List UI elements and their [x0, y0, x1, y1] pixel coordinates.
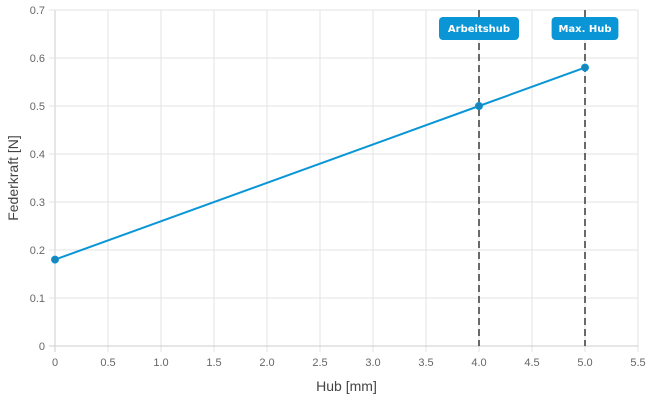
x-tick-label: 5.5: [630, 357, 645, 369]
x-tick-label: 4.0: [471, 357, 486, 369]
y-tick-label: 0.6: [30, 53, 45, 65]
y-axis-label: Federkraft [N]: [5, 135, 21, 221]
x-tick-label: 3.5: [418, 357, 433, 369]
x-tick-label: 4.5: [524, 357, 539, 369]
y-tick-label: 0.4: [30, 149, 45, 161]
annotation-label: Arbeitshub: [448, 24, 510, 35]
x-tick-label: 1.5: [206, 357, 221, 369]
y-tick-label: 0.2: [30, 245, 45, 257]
data-point: [581, 63, 589, 72]
x-axis-label: Hub [mm]: [316, 378, 377, 394]
y-tick-label: 0.7: [30, 5, 45, 17]
x-tick-label: 2.0: [259, 357, 274, 369]
x-tick-label: 2.5: [312, 357, 327, 369]
y-tick-label: 0: [39, 341, 45, 353]
y-tick-label: 0.3: [30, 197, 45, 209]
annotation-badge: [439, 17, 519, 40]
y-tick-label: 0.1: [30, 293, 45, 305]
y-tick-label: 0.5: [30, 101, 45, 113]
annotation-badge: [551, 17, 619, 40]
x-tick-label: 1.0: [153, 357, 168, 369]
annotation-label: Max. Hub: [558, 24, 611, 35]
data-point: [475, 102, 483, 110]
data-point: [51, 255, 59, 264]
x-tick-label: 3.0: [365, 357, 380, 369]
x-tick-label: 0: [52, 357, 58, 369]
x-tick-label: 5.0: [577, 357, 592, 369]
x-tick-label: 0.5: [100, 357, 115, 369]
